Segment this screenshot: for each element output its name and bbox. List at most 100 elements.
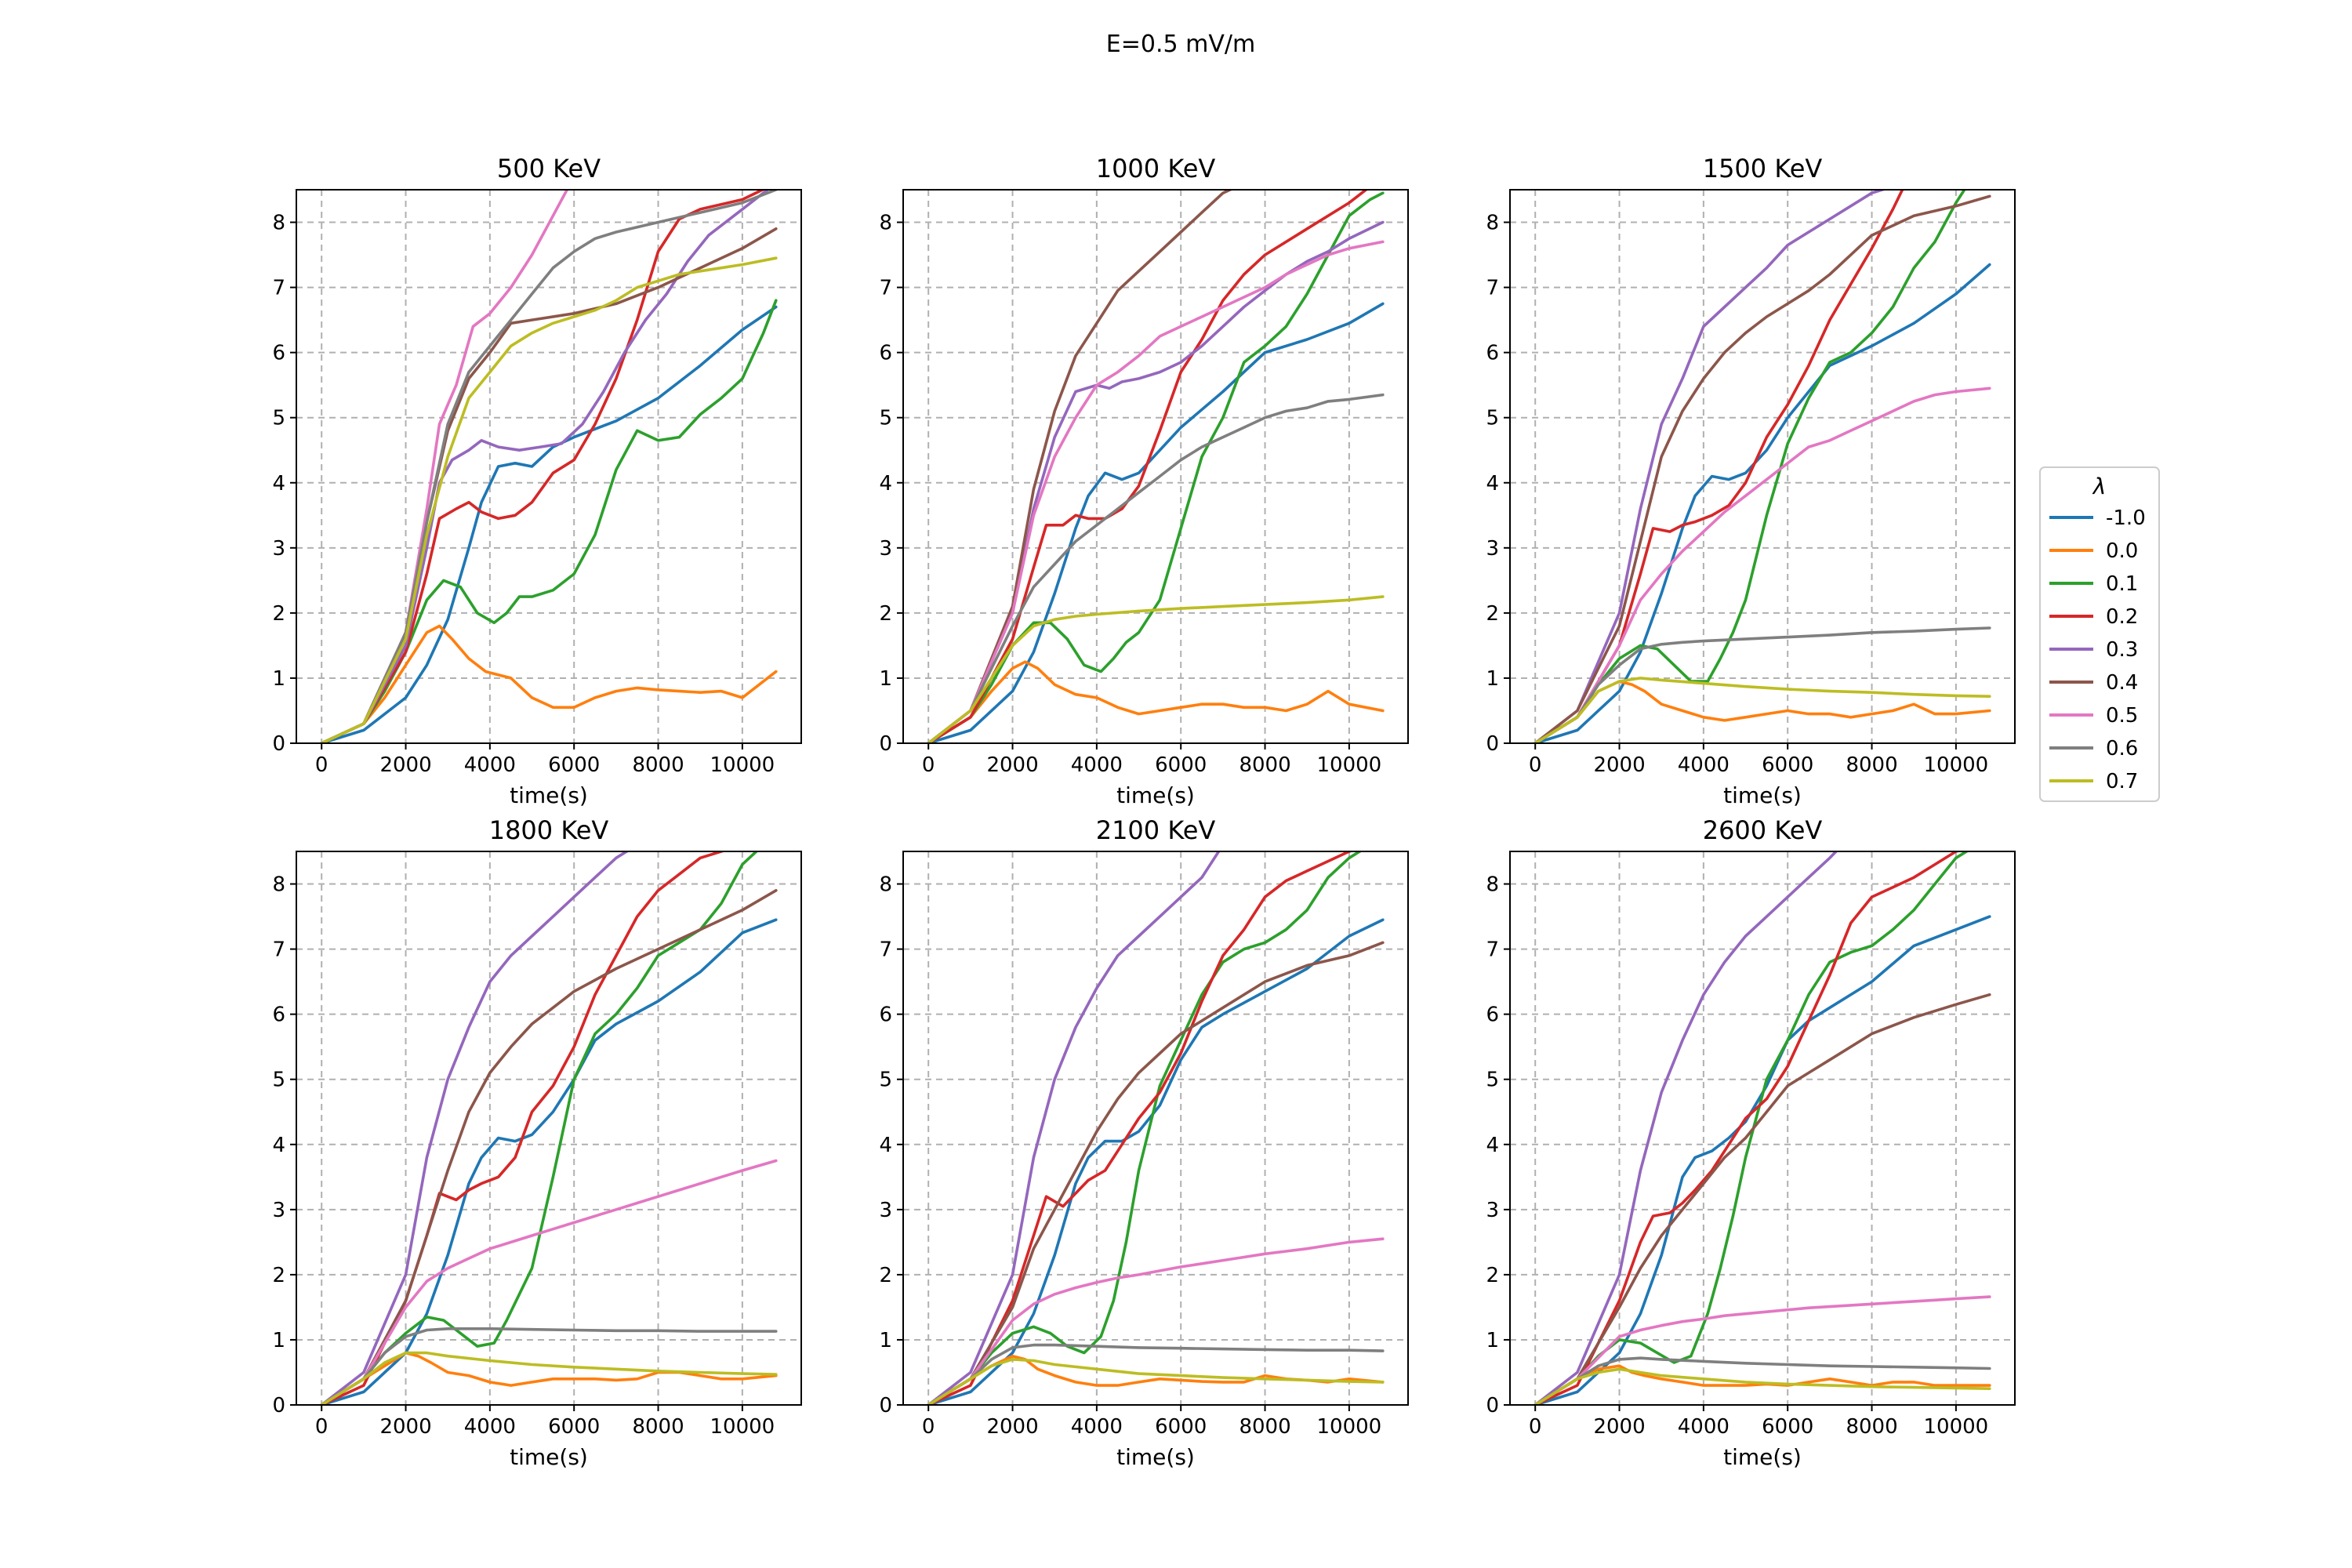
y-tick-label: 7 xyxy=(879,277,892,300)
x-axis-label: time(s) xyxy=(510,1444,588,1470)
x-tick-label: 8000 xyxy=(1846,753,1897,777)
series-line-0.2 xyxy=(320,190,766,743)
y-tick-label: 1 xyxy=(272,1329,285,1352)
x-tick-label: 10000 xyxy=(1317,1415,1382,1439)
y-tick-label: 5 xyxy=(1486,1069,1499,1092)
legend-label: 0.1 xyxy=(2106,572,2138,596)
series-line-0.2 xyxy=(1534,851,1961,1405)
legend-label: -1.0 xyxy=(2106,506,2146,530)
x-tick-label: 2000 xyxy=(986,1415,1038,1439)
series-line-0.0 xyxy=(320,1351,778,1405)
series-line-0.5 xyxy=(927,240,1385,743)
series-line-0.1 xyxy=(320,299,778,743)
series-line-0.0 xyxy=(927,660,1385,743)
y-tick-label: 6 xyxy=(1486,1004,1499,1027)
subplot-title: 1500 KeV xyxy=(1703,154,1823,183)
legend-entries: -1.0 0.0 0.1 0.2 0.3 0.4 0.5 0.6 0.7 xyxy=(2049,506,2146,793)
plot-frame xyxy=(296,189,802,744)
series-line--1.0 xyxy=(927,302,1385,743)
y-tick-label: 7 xyxy=(272,938,285,962)
y-tick-label: 6 xyxy=(879,342,892,365)
y-tick-label: 3 xyxy=(272,537,285,561)
series-line-0.7 xyxy=(1534,1367,1991,1405)
series-line-0.4 xyxy=(1534,194,1991,743)
y-tick-label: 6 xyxy=(272,1004,285,1027)
subplot-5: 0 2000 4000 6000 8000 10000 0 1 2 3 4 5 6 7 8 2100 KeV t… xyxy=(879,815,1409,1470)
x-tick-label: 0 xyxy=(922,1415,935,1439)
legend-entry: 0.0 xyxy=(2049,539,2138,563)
y-tick-label: 5 xyxy=(1486,407,1499,430)
series-group xyxy=(320,851,778,1405)
y-tick-label: 3 xyxy=(879,1199,892,1222)
series-line--1.0 xyxy=(1534,263,1991,743)
y-tick-label: 4 xyxy=(879,472,892,495)
series-line-0.7 xyxy=(1534,677,1991,743)
series-line-0.6 xyxy=(1534,626,1991,743)
y-tick-label: 8 xyxy=(1486,212,1499,235)
x-tick-label: 4000 xyxy=(1071,1415,1123,1439)
legend-label: 0.7 xyxy=(2106,770,2138,793)
x-tick-label: 2000 xyxy=(986,753,1038,777)
x-tick-label: 0 xyxy=(1529,753,1542,777)
y-tick-label: 0 xyxy=(272,1394,285,1417)
x-tick-label: 4000 xyxy=(1678,1415,1730,1439)
series-line-0.2 xyxy=(1534,190,1904,743)
x-tick-label: 8000 xyxy=(632,1415,684,1439)
y-tick-label: 1 xyxy=(879,1329,892,1352)
legend-label: 0.0 xyxy=(2106,539,2138,563)
x-tick-label: 2000 xyxy=(379,753,431,777)
x-tick-label: 4000 xyxy=(464,753,516,777)
legend-entry: 0.6 xyxy=(2049,737,2138,760)
legend-entry: -1.0 xyxy=(2049,506,2146,530)
series-line-0.0 xyxy=(320,624,778,743)
y-tick-label: 4 xyxy=(272,1134,285,1157)
series-line-0.3 xyxy=(320,190,771,743)
y-tick-label: 5 xyxy=(272,1069,285,1092)
series-line-0.3 xyxy=(1534,190,1887,743)
x-tick-label: 6000 xyxy=(548,753,600,777)
legend: λ -1.0 0.0 0.1 0.2 0.3 0.4 0.5 0.6 0.7 xyxy=(2039,466,2160,802)
y-tick-label: 4 xyxy=(1486,1134,1499,1157)
y-tick-label: 8 xyxy=(272,212,285,235)
series-line-0.7 xyxy=(320,1351,778,1405)
y-tick-label: 7 xyxy=(879,938,892,962)
x-axis-label: time(s) xyxy=(1723,782,1802,808)
subplot-3: 0 2000 4000 6000 8000 10000 0 1 2 3 4 5 6 7 8 1500 KeV t… xyxy=(1486,154,2016,808)
series-group xyxy=(1534,851,1991,1405)
x-tick-label: 2000 xyxy=(1593,753,1645,777)
series-group xyxy=(320,190,778,743)
x-tick-label: 8000 xyxy=(1239,1415,1290,1439)
subplot-title: 1000 KeV xyxy=(1096,154,1216,183)
y-tick-label: 3 xyxy=(1486,537,1499,561)
legend-entry: 0.4 xyxy=(2049,671,2138,695)
series-line-0.6 xyxy=(927,1343,1385,1405)
series-group xyxy=(927,190,1385,743)
subplot-6: 0 2000 4000 6000 8000 10000 0 1 2 3 4 5 6 7 8 2600 KeV t… xyxy=(1486,815,2016,1470)
series-line-0.0 xyxy=(1534,680,1991,743)
legend-title: λ xyxy=(2092,474,2107,499)
series-line-0.2 xyxy=(927,851,1354,1405)
x-tick-label: 4000 xyxy=(1678,753,1730,777)
y-tick-label: 7 xyxy=(272,277,285,300)
legend-label: 0.5 xyxy=(2106,704,2138,728)
x-tick-label: 2000 xyxy=(1593,1415,1645,1439)
y-tick-label: 5 xyxy=(879,407,892,430)
x-tick-label: 8000 xyxy=(1239,753,1290,777)
x-tick-label: 8000 xyxy=(1846,1415,1897,1439)
legend-entry: 0.2 xyxy=(2049,605,2138,629)
series-line-0.7 xyxy=(927,1358,1385,1405)
series-line-0.6 xyxy=(320,1327,778,1405)
y-tick-label: 2 xyxy=(272,1264,285,1287)
x-tick-label: 6000 xyxy=(1155,753,1207,777)
y-tick-label: 6 xyxy=(879,1004,892,1027)
y-tick-label: 1 xyxy=(272,667,285,691)
x-tick-label: 10000 xyxy=(1924,753,1989,777)
y-tick-label: 6 xyxy=(1486,342,1499,365)
y-tick-label: 7 xyxy=(1486,277,1499,300)
y-tick-label: 0 xyxy=(879,1394,892,1417)
legend-entry: 0.1 xyxy=(2049,572,2138,596)
series-line-0.7 xyxy=(927,595,1385,743)
y-tick-label: 0 xyxy=(1486,732,1499,756)
